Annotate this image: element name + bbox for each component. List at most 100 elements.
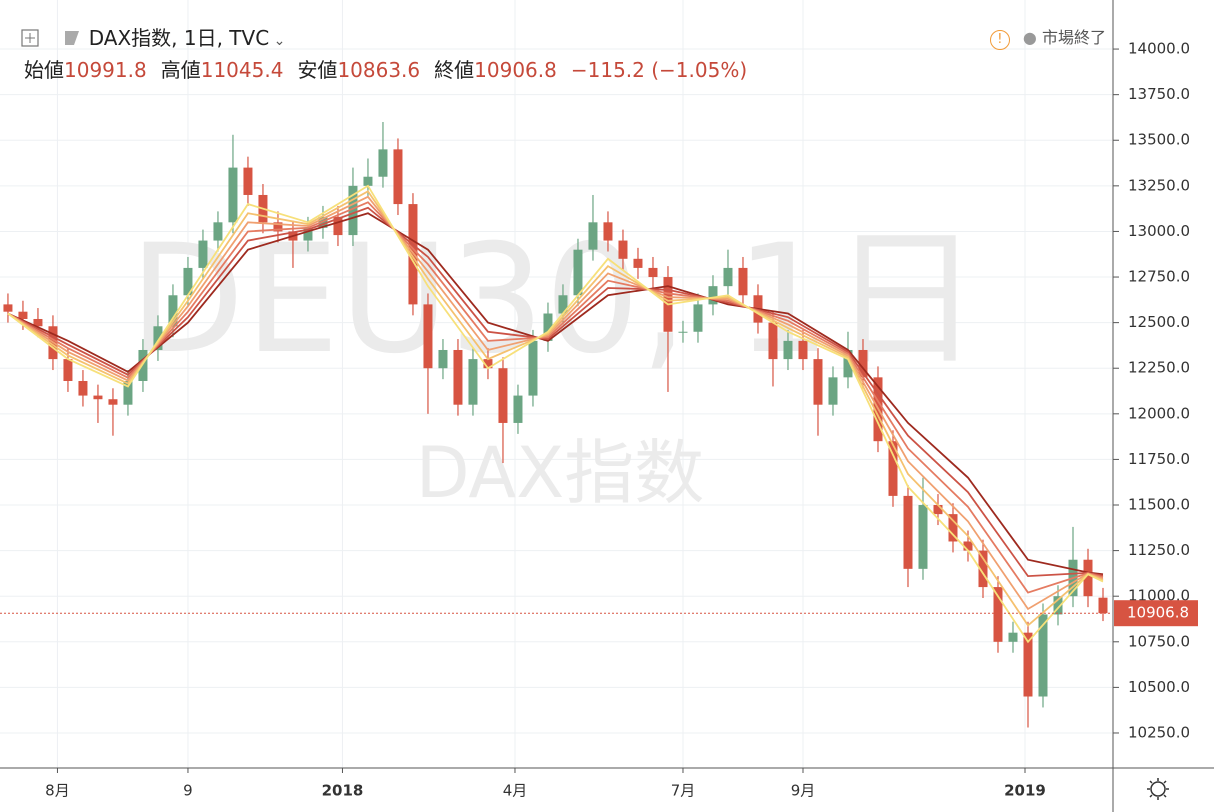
candle-body xyxy=(183,267,193,296)
candle-body xyxy=(663,277,673,332)
candle-body xyxy=(213,222,223,241)
candle-body xyxy=(1038,614,1048,697)
candle-body xyxy=(1098,597,1108,614)
candle-body xyxy=(843,349,853,378)
candle-body xyxy=(153,326,163,350)
candle-body xyxy=(288,231,298,241)
candle-body xyxy=(558,295,568,314)
y-tick-label: 13250.0 xyxy=(1128,176,1190,194)
market-status: ! ● 市場終了 xyxy=(989,24,1106,50)
settings-icon[interactable] xyxy=(1147,778,1169,800)
candle-body xyxy=(978,550,988,588)
x-tick-label: 8月 xyxy=(45,782,70,800)
candle-body xyxy=(738,267,748,296)
candle-body xyxy=(918,505,928,569)
ohlc-label: 安値 xyxy=(297,58,338,82)
candle-body xyxy=(108,399,118,405)
candle-body xyxy=(1023,632,1033,697)
candle-body xyxy=(93,395,103,400)
moving-average xyxy=(7,201,1104,594)
alert-icon[interactable]: ! xyxy=(989,30,1010,50)
symbol-header[interactable]: DAX指数, 1日, TVC ⌄ xyxy=(20,22,285,51)
candle-body xyxy=(78,380,88,396)
candle-body xyxy=(1008,632,1018,642)
add-icon[interactable] xyxy=(20,28,40,48)
y-tick-label: 12750.0 xyxy=(1128,268,1190,286)
last-price-label: 10906.8 xyxy=(1127,604,1189,622)
ohlc-label: 高値 xyxy=(160,58,201,82)
candle-body xyxy=(483,359,493,369)
candle-body xyxy=(168,295,178,327)
candle-body xyxy=(708,286,718,305)
grid xyxy=(0,0,1112,768)
candle-body xyxy=(348,185,358,236)
candle-body xyxy=(513,395,523,423)
ohlc-value: 11045.4 xyxy=(200,58,284,82)
symbol: DAX指数, 1日, TVC xyxy=(88,26,270,50)
candle-body xyxy=(858,349,868,378)
candle-body xyxy=(303,227,313,241)
watermark: DEU30, 1日 xyxy=(129,213,981,387)
ohlc-value: 10906.8 xyxy=(474,58,557,82)
watermark-sub: DAX指数 xyxy=(416,432,705,514)
candle-body xyxy=(318,216,328,228)
candle-body xyxy=(633,258,643,268)
y-tick-label: 13500.0 xyxy=(1128,131,1190,149)
last-price-tag xyxy=(1114,600,1198,627)
candle-body xyxy=(693,304,703,332)
candle-body xyxy=(543,313,553,341)
ohlc-row: 始値10991.8 高値11045.4 安値10863.6 終値10906.8 −115… xyxy=(24,54,761,83)
ohlc-label: 始値 xyxy=(24,58,64,82)
candle-body xyxy=(678,331,688,333)
y-tick-label: 12000.0 xyxy=(1128,404,1190,422)
candle-body xyxy=(333,216,343,236)
candle-body xyxy=(198,240,208,268)
candle-body xyxy=(408,204,418,305)
candle-body xyxy=(468,359,478,405)
candle-body xyxy=(813,359,823,405)
candle-body xyxy=(138,349,148,381)
x-tick-label: 9 xyxy=(183,782,193,800)
y-tick-label: 11750.0 xyxy=(1128,450,1190,468)
candle-body xyxy=(798,340,808,360)
candle-body xyxy=(768,322,778,360)
candle-body xyxy=(1083,559,1093,597)
y-tick-label: 11250.0 xyxy=(1128,541,1190,559)
candle-body xyxy=(948,514,958,542)
y-tick-label: 14000.0 xyxy=(1128,40,1190,58)
ohlc-value: 10991.8 xyxy=(64,58,147,82)
candle-body xyxy=(228,167,238,223)
change: −115.2 (−1.05%) xyxy=(570,58,748,82)
y-tick-label: 10250.0 xyxy=(1128,723,1190,741)
y-tick-label: 13000.0 xyxy=(1128,222,1190,240)
candle-body xyxy=(573,249,583,296)
x-tick-label: 2019 xyxy=(1004,782,1046,800)
moving-average xyxy=(7,184,1104,644)
candle-body xyxy=(828,377,838,405)
candle-body xyxy=(588,222,598,250)
y-tick-label: 11500.0 xyxy=(1128,496,1190,514)
candle-body xyxy=(378,149,388,177)
candle-body xyxy=(258,194,268,223)
candle-body xyxy=(3,304,13,312)
candle-body xyxy=(963,541,973,551)
x-tick-label: 7月 xyxy=(671,782,696,800)
x-tick-label: 2018 xyxy=(322,782,364,800)
candle-body xyxy=(123,380,133,405)
candle-body xyxy=(48,326,58,360)
y-tick-label: 11000.0 xyxy=(1128,587,1190,605)
candle-body xyxy=(753,295,763,323)
moving-average xyxy=(7,190,1104,627)
ohlc-value: 10863.6 xyxy=(337,58,421,82)
candle-body xyxy=(438,349,448,369)
candle-body xyxy=(1068,559,1078,597)
candle-body xyxy=(363,176,373,186)
ohlc-label: 終値 xyxy=(434,58,475,82)
y-tick-label: 12500.0 xyxy=(1128,313,1190,331)
candle-body xyxy=(273,222,283,232)
candle-body xyxy=(723,267,733,287)
x-tick-label: 4月 xyxy=(503,782,528,800)
candle-body xyxy=(63,359,73,381)
